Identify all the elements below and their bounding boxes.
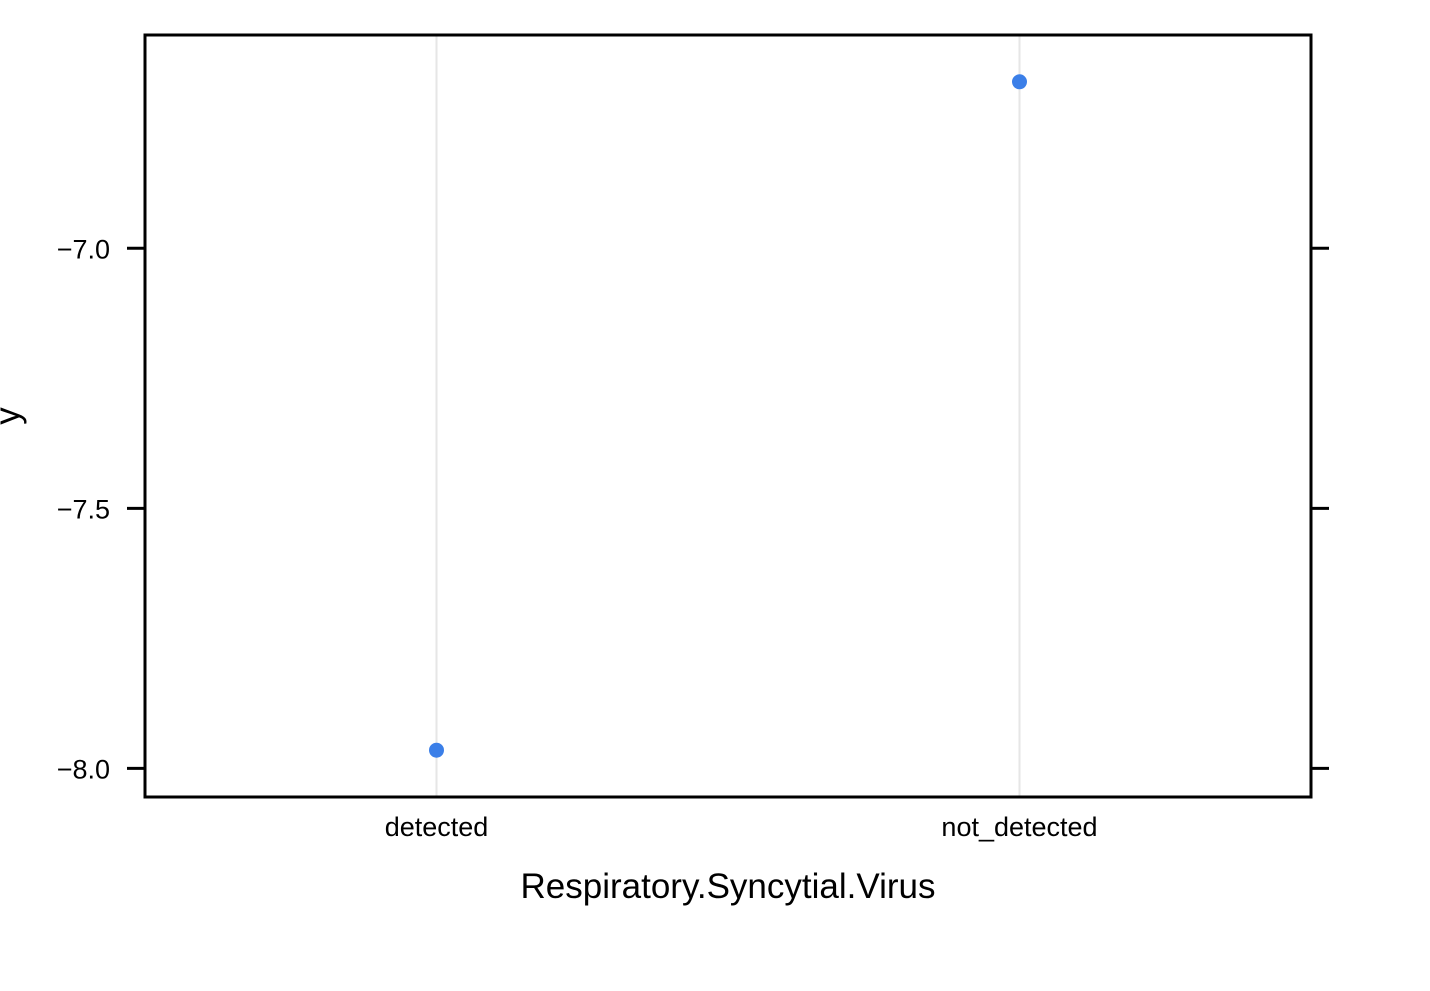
point-layer bbox=[429, 74, 1027, 758]
grid-layer bbox=[435, 35, 1021, 797]
x-axis-title: Respiratory.Syncytial.Virus bbox=[521, 867, 936, 906]
y-tick-label-2: −8.0 bbox=[57, 754, 110, 784]
data-point-not_detected bbox=[1012, 74, 1027, 90]
x-tick-label-not_detected: not_detected bbox=[941, 812, 1097, 842]
y-tick-label-0: −7.0 bbox=[57, 234, 110, 264]
y-axis-title: y bbox=[0, 407, 27, 425]
y-tick-label-1: −7.5 bbox=[57, 494, 110, 524]
plot-frame bbox=[143, 33, 1313, 799]
data-point-detected bbox=[429, 742, 444, 758]
tick-layer: detected not_detected −7.0 −7.5 −8.0 bbox=[57, 234, 1329, 842]
x-tick-label-detected: detected bbox=[385, 812, 489, 842]
